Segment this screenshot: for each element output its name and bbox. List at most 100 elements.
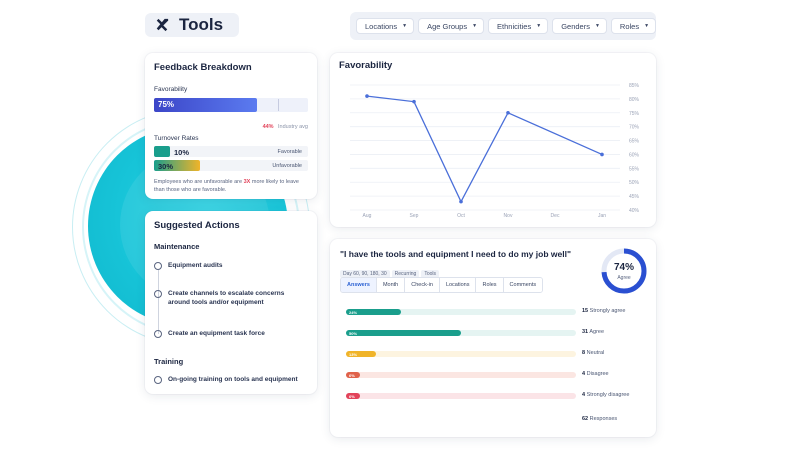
filter-label: Genders bbox=[561, 21, 590, 31]
answer-text: Strongly disagree bbox=[585, 392, 630, 398]
page-title-box: Tools bbox=[145, 13, 239, 37]
timeline-line bbox=[158, 270, 159, 334]
answer-bar: 13% bbox=[346, 351, 576, 357]
filter-age-groups[interactable]: Age Groups ▼ bbox=[418, 18, 485, 34]
section-maintenance: Maintenance bbox=[154, 242, 200, 251]
data-point bbox=[459, 199, 463, 204]
tab-roles[interactable]: Roles bbox=[476, 278, 504, 292]
data-point bbox=[412, 99, 416, 104]
answer-bar-fill bbox=[346, 393, 360, 399]
tab-comments[interactable]: Comments bbox=[503, 278, 543, 292]
note-text: more likely to leave than those who are … bbox=[154, 179, 299, 193]
answer-bar: 24% bbox=[346, 309, 576, 315]
tab-locations[interactable]: Locations bbox=[439, 278, 477, 292]
chevron-down-icon: ▼ bbox=[472, 23, 478, 29]
x-tick-label: Nov bbox=[504, 213, 513, 219]
data-point bbox=[600, 152, 604, 157]
answer-text: Neutral bbox=[585, 350, 605, 356]
favorability-label: Favorability bbox=[154, 86, 188, 93]
agree-donut: 74% Agree bbox=[600, 247, 648, 295]
question-tags: Day 60, 90, 180, 30 Recurring Tools bbox=[340, 262, 646, 280]
filter-genders[interactable]: Genders ▼ bbox=[552, 18, 607, 34]
question-title: "I have the tools and equipment I need t… bbox=[340, 249, 571, 259]
filter-ethnicities[interactable]: Ethnicities ▼ bbox=[488, 18, 549, 34]
answer-count: 4 bbox=[582, 392, 586, 398]
question-tabs: Answers Month Check-in Locations Roles C… bbox=[340, 277, 544, 293]
industry-avg: 44% Industry avg bbox=[154, 115, 308, 133]
checkbox-circle-icon[interactable] bbox=[154, 375, 162, 384]
answer-percent: 50% bbox=[349, 330, 358, 336]
answer-percent: 24% bbox=[349, 309, 358, 315]
tab-answers[interactable]: Answers bbox=[341, 278, 377, 292]
action-item[interactable]: Create an equipment task force bbox=[154, 329, 265, 338]
answer-bar-fill bbox=[346, 330, 461, 336]
y-tick-label: 45% bbox=[629, 194, 640, 200]
filter-roles[interactable]: Roles ▼ bbox=[610, 18, 657, 34]
answer-bar: 6% bbox=[346, 393, 576, 399]
x-tick-label: Aug bbox=[363, 213, 372, 219]
action-label: Create channels to escalate concerns aro… bbox=[168, 290, 285, 306]
answer-text: Disagree bbox=[585, 371, 609, 377]
filter-locations[interactable]: Locations ▼ bbox=[356, 18, 415, 34]
turnover-value: 30% bbox=[158, 161, 174, 171]
favorability-value: 75% bbox=[158, 100, 175, 109]
favorability-bar-fill bbox=[154, 98, 257, 112]
y-tick-label: 60% bbox=[629, 152, 640, 158]
answer-text: Agree bbox=[588, 329, 605, 335]
action-label: Equipment audits bbox=[168, 262, 223, 269]
chevron-down-icon: ▼ bbox=[536, 23, 542, 29]
filter-label: Locations bbox=[365, 21, 398, 31]
action-item[interactable]: Equipment audits bbox=[154, 261, 223, 270]
turnover-note: Employees who are unfavorable are 3X mor… bbox=[154, 179, 308, 194]
action-label: Create an equipment task force bbox=[168, 330, 265, 337]
x-tick-label: Dec bbox=[551, 213, 560, 219]
y-tick-label: 80% bbox=[629, 97, 640, 103]
favorability-chart: Favorability 85% 80% 75% 70% 65% 60% 55% 50% 45% 4… bbox=[339, 60, 640, 219]
card-title: Feedback Breakdown bbox=[154, 62, 252, 73]
responses-count: 62 bbox=[582, 416, 589, 422]
tag: Day 60, 90, 180, 30 bbox=[340, 270, 390, 278]
y-tick-label: 55% bbox=[629, 166, 640, 172]
answer-bar-fill bbox=[346, 372, 360, 378]
answer-percent: 6% bbox=[349, 372, 355, 378]
filter-label: Ethnicities bbox=[497, 21, 532, 31]
industry-avg-value: 44% bbox=[262, 124, 274, 130]
tab-month[interactable]: Month bbox=[376, 278, 406, 292]
favorability-bar: 75% bbox=[154, 98, 308, 112]
favorability-chart-card: Favorability 85% 80% 75% 70% 65% 60% 55% 50% 45% 4… bbox=[330, 53, 656, 227]
filter-label: Age Groups bbox=[427, 21, 468, 31]
checkbox-circle-icon[interactable] bbox=[154, 329, 162, 338]
suggested-actions-card: Suggested Actions Maintenance Equipment … bbox=[145, 211, 317, 394]
answer-count: 31 bbox=[582, 329, 589, 335]
turnover-row-unfavorable: 30% Unfavorable bbox=[154, 160, 308, 171]
data-point bbox=[365, 94, 369, 98]
page-title: Tools bbox=[179, 15, 224, 34]
donut-label: Agree bbox=[617, 275, 631, 281]
donut-arc bbox=[601, 248, 647, 294]
checkbox-circle-icon[interactable] bbox=[154, 261, 162, 270]
data-point bbox=[506, 110, 510, 115]
action-item[interactable]: Create channels to escalate concerns aro… bbox=[154, 289, 304, 307]
card-title: Suggested Actions bbox=[154, 220, 240, 231]
y-tick-label: 50% bbox=[629, 180, 640, 186]
y-tick-label: 85% bbox=[629, 83, 640, 89]
responses-total: 62 Responses bbox=[582, 416, 617, 422]
answer-percent: 13% bbox=[349, 351, 358, 357]
y-tick-label: 70% bbox=[629, 125, 640, 131]
turnover-value: 10% bbox=[174, 147, 190, 157]
x-tick-label: Sep bbox=[410, 213, 419, 219]
y-tick-label: 65% bbox=[629, 139, 640, 145]
action-item[interactable]: On-going training on tools and equipment bbox=[154, 375, 298, 384]
turnover-label-favorable: Favorable bbox=[277, 148, 302, 155]
x-tick-label: Oct bbox=[457, 213, 465, 219]
tab-check-in[interactable]: Check-in bbox=[405, 278, 440, 292]
answer-count: 8 bbox=[582, 350, 586, 356]
donut-chart bbox=[601, 248, 647, 294]
feedback-breakdown-card: Feedback Breakdown Favorability 75% 44% … bbox=[145, 53, 317, 199]
checkbox-circle-icon[interactable] bbox=[154, 289, 162, 298]
note-text: Employees who are unfavorable are bbox=[154, 179, 243, 185]
turnover-swatch bbox=[154, 160, 200, 171]
responses-label: Responses bbox=[589, 416, 618, 422]
series-line bbox=[366, 95, 603, 204]
answer-bar-fill bbox=[346, 309, 402, 315]
